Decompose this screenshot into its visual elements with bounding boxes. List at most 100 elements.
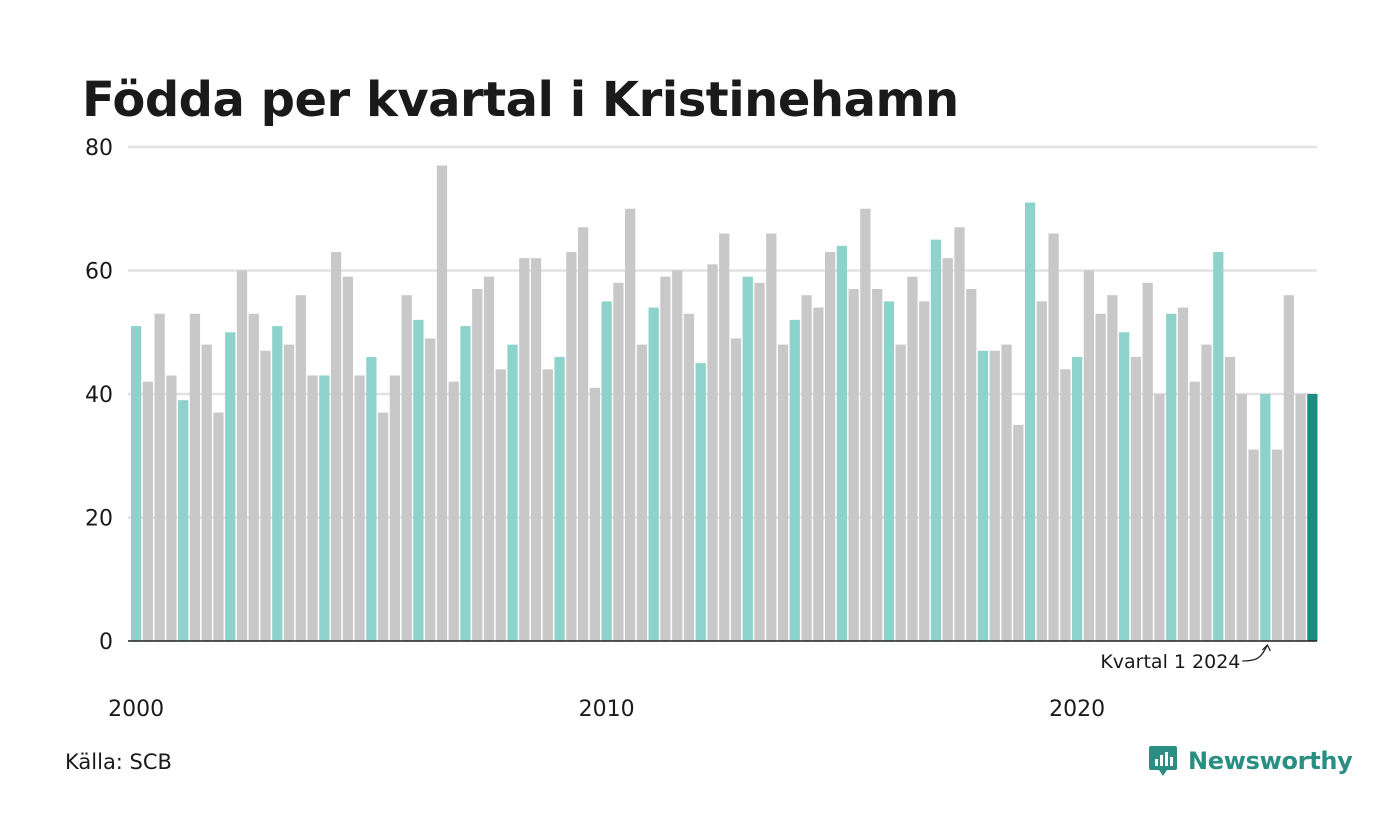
bar-2001-q3 (201, 344, 212, 641)
bar-2010-q2 (613, 282, 624, 641)
y-tick-label-20: 20 (85, 507, 113, 532)
bar-2016-q2 (895, 344, 906, 641)
bar-2002-q4 (260, 350, 271, 641)
bar-2022-q4 (1201, 344, 1212, 641)
bar-2020-q1 (1071, 356, 1083, 641)
bar-2000-q2 (142, 381, 154, 641)
bar-2007-q3 (483, 276, 495, 641)
bar-2009-q4 (589, 387, 600, 641)
bar-2015-q3 (860, 208, 871, 641)
bar-2015-q1 (836, 245, 847, 642)
bar-2006-q1 (413, 319, 424, 641)
bar-2017-q4 (966, 289, 977, 641)
bar-2007-q2 (472, 289, 483, 641)
bar-2017-q3 (954, 227, 965, 641)
bar-2024-q2 (1271, 449, 1283, 641)
bar-2014-q3 (813, 307, 824, 641)
annotation-arrow (1242, 644, 1268, 662)
bar-2020-q4 (1107, 295, 1118, 641)
bar-2012-q1 (695, 363, 706, 642)
bar-2018-q1 (977, 350, 989, 641)
bar-2004-q4 (354, 375, 365, 641)
bar-2022-q2 (1177, 307, 1189, 641)
x-tick-label-2020: 2020 (1049, 697, 1105, 722)
annotation-arrowhead (1261, 643, 1271, 652)
bar-2005-q2 (378, 412, 389, 641)
bar-2022-q1 (1166, 313, 1177, 641)
bar-2013-q1 (742, 276, 753, 641)
bar-2007-q1 (460, 326, 471, 641)
chart-title: Födda per kvartal i Kristinehamn (82, 72, 959, 128)
bar-2001-q4 (213, 412, 224, 641)
x-axis-ticks: 2000 2010 2020 (108, 697, 1105, 722)
bar-2011-q3 (672, 270, 683, 641)
bar-2018-q3 (1001, 344, 1012, 641)
bar-2021-q4 (1154, 394, 1165, 641)
bars (131, 165, 1318, 642)
bar-2025-q1 (1307, 394, 1318, 641)
bar-2020-q3 (1095, 313, 1106, 641)
bar-2016-q4 (919, 301, 930, 642)
bar-2009-q2 (566, 251, 577, 642)
bar-2003-q3 (295, 295, 306, 641)
bar-2006-q4 (448, 381, 459, 641)
bar-2008-q1 (507, 344, 518, 641)
bar-2004-q2 (330, 251, 342, 642)
x-tick-label-2010: 2010 (579, 697, 635, 722)
bar-2008-q3 (530, 258, 542, 641)
bar-2003-q2 (283, 344, 295, 641)
bar-2010-q4 (636, 344, 648, 641)
bar-2002-q3 (248, 313, 259, 641)
bar-2001-q2 (189, 313, 201, 641)
bar-2018-q4 (1013, 424, 1024, 642)
annotation-label: Kvartal 1 2024 (1100, 651, 1240, 673)
bar-2023-q1 (1213, 251, 1224, 642)
bar-2016-q3 (907, 276, 918, 641)
bar-2017-q1 (930, 239, 942, 642)
y-tick-label-40: 40 (85, 383, 113, 408)
bar-2016-q1 (883, 301, 895, 642)
bar-2019-q2 (1036, 301, 1047, 642)
bar-2012-q2 (707, 264, 718, 641)
bar-2006-q2 (425, 338, 436, 641)
bar-2000-q1 (131, 326, 142, 641)
bar-2023-q4 (1248, 449, 1259, 641)
bar-2019-q3 (1048, 233, 1059, 641)
bar-2005-q3 (389, 375, 401, 641)
bar-2013-q2 (754, 282, 765, 641)
x-tick-label-2000: 2000 (108, 697, 164, 722)
bar-2009-q3 (577, 227, 589, 641)
bar-2014-q4 (824, 251, 836, 642)
bar-2018-q2 (989, 350, 1000, 641)
bar-2024-q1 (1260, 394, 1271, 641)
bar-2005-q4 (401, 295, 412, 641)
bar-2013-q4 (777, 344, 789, 641)
bar-2011-q4 (683, 313, 695, 641)
newsworthy-logo-icon (1149, 746, 1177, 776)
bar-2004-q3 (342, 276, 353, 641)
bar-2013-q3 (766, 233, 777, 641)
bar-2005-q1 (366, 356, 377, 641)
bar-2014-q2 (801, 295, 812, 641)
bar-2014-q1 (789, 319, 800, 641)
y-tick-label-0: 0 (99, 630, 113, 655)
bar-2024-q4 (1295, 394, 1306, 641)
bar-chart: 0 20 40 60 80 2000 2010 2020 Kvartal 1 2024 (85, 136, 1318, 722)
bar-2006-q3 (436, 165, 448, 641)
bar-2001-q1 (178, 400, 189, 641)
bar-2003-q4 (307, 375, 318, 641)
bar-2023-q3 (1236, 394, 1247, 641)
bar-2002-q1 (225, 332, 236, 641)
bar-2017-q2 (942, 258, 953, 641)
y-tick-label-60: 60 (85, 260, 113, 285)
bar-2008-q4 (542, 369, 553, 641)
bar-2022-q3 (1189, 381, 1200, 641)
bar-2002-q2 (236, 270, 248, 641)
bar-2024-q3 (1283, 295, 1294, 641)
bar-2011-q1 (648, 307, 659, 641)
bar-2020-q2 (1083, 270, 1095, 641)
bar-2004-q1 (319, 375, 330, 641)
bar-2015-q2 (848, 289, 859, 641)
bar-2011-q2 (660, 276, 671, 641)
bar-2019-q4 (1060, 369, 1071, 641)
